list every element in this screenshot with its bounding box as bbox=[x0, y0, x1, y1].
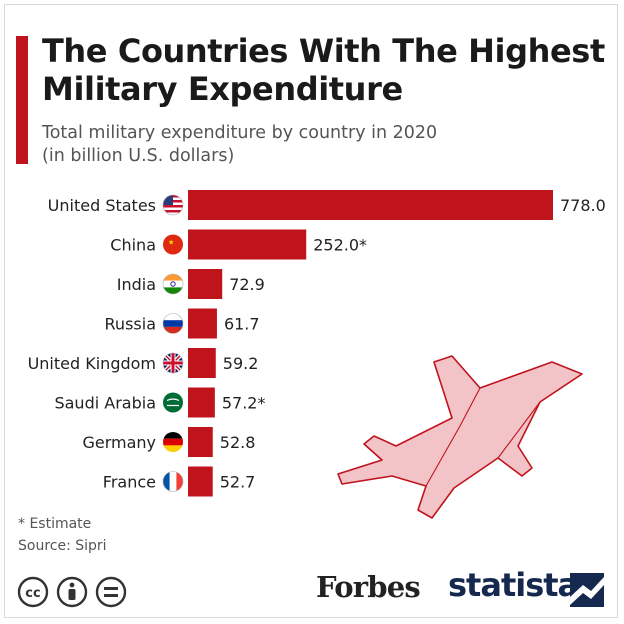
creative-commons-icons: cc bbox=[17, 576, 127, 608]
category-labels: United States China India Russia United King… bbox=[28, 196, 156, 492]
category-label: Germany bbox=[82, 433, 156, 452]
value-label: 52.8 bbox=[220, 433, 256, 452]
value-label: 778.0 bbox=[560, 196, 606, 215]
statista-logo: statista bbox=[448, 566, 579, 604]
value-label: 61.7 bbox=[224, 315, 260, 334]
estimate-note: * Estimate bbox=[18, 516, 92, 532]
value-label: 72.9 bbox=[229, 275, 265, 294]
bar bbox=[188, 466, 213, 497]
china-flag-icon: ★ bbox=[163, 234, 183, 255]
bar bbox=[188, 269, 223, 299]
bar bbox=[188, 229, 307, 260]
svg-text:★: ★ bbox=[168, 239, 174, 247]
france-flag-icon bbox=[162, 471, 184, 492]
bar-chart: United States China India Russia United King… bbox=[28, 190, 606, 497]
page-title: The Countries With The Highest Military … bbox=[42, 32, 605, 108]
value-label: 57.2* bbox=[222, 394, 266, 413]
infographic-frame bbox=[4, 4, 618, 618]
subtitle-line-2: (in billion U.S. dollars) bbox=[42, 146, 235, 166]
saudi-flag-icon bbox=[163, 392, 183, 413]
statista-mark-icon bbox=[570, 573, 604, 607]
russia-flag-icon bbox=[162, 313, 184, 334]
category-label: United States bbox=[48, 196, 156, 215]
bars bbox=[188, 190, 553, 497]
flag-icons: ★ bbox=[162, 194, 184, 492]
value-labels: 778.0 252.0* 72.9 61.7 59.2 57.2* 52.8 52.7 bbox=[220, 196, 606, 492]
us-flag-icon bbox=[162, 194, 184, 216]
title-accent-bar bbox=[16, 36, 28, 164]
no-derivatives-icon bbox=[95, 576, 127, 608]
svg-text:cc: cc bbox=[25, 586, 40, 601]
fighter-jet-icon bbox=[337, 355, 583, 519]
category-label: United Kingdom bbox=[28, 354, 156, 373]
uk-flag-icon bbox=[162, 352, 184, 374]
category-label: China bbox=[110, 236, 156, 255]
bar bbox=[188, 308, 217, 339]
attribution-icon bbox=[56, 576, 88, 608]
category-label: Russia bbox=[105, 315, 156, 334]
germany-flag-icon bbox=[163, 432, 183, 452]
subtitle-line-1: Total military expenditure by country in… bbox=[42, 123, 438, 143]
category-label: India bbox=[117, 275, 156, 294]
value-label: 59.2 bbox=[223, 354, 259, 373]
page-subtitle: Total military expenditure by country in… bbox=[42, 122, 602, 168]
source-note: Source: Sipri bbox=[18, 538, 107, 554]
bar bbox=[188, 190, 553, 220]
bar bbox=[188, 427, 213, 457]
category-label: France bbox=[103, 473, 156, 492]
india-flag-icon bbox=[162, 273, 184, 295]
cc-icon: cc bbox=[17, 576, 49, 608]
category-label: Saudi Arabia bbox=[54, 394, 156, 413]
value-label: 52.7 bbox=[220, 473, 256, 492]
bar bbox=[188, 387, 215, 418]
value-label: 252.0* bbox=[313, 236, 367, 255]
bar bbox=[188, 348, 216, 378]
forbes-logo: Forbes bbox=[316, 570, 421, 604]
